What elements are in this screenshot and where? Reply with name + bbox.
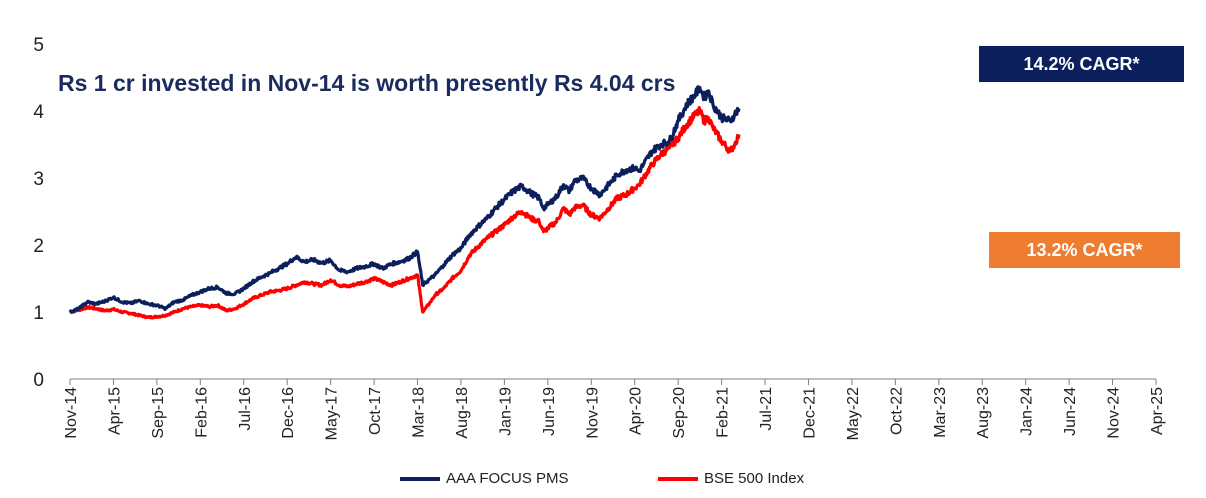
x-tick-label: Mar-18 [411,387,428,438]
x-tick-label: Dec-16 [280,387,297,439]
x-tick-label: Nov-24 [1106,387,1123,439]
x-tick-label: Apr-15 [106,387,123,435]
x-tick-label: Jan-24 [1019,387,1036,436]
y-tick-label: 4 [33,102,44,123]
x-tick-label: Apr-25 [1149,387,1166,435]
x-tick-label: May-22 [845,387,862,440]
x-tick-label: Feb-16 [193,387,210,438]
y-tick-label: 5 [33,35,44,56]
focus-cagr-badge: 14.2% CAGR* [979,46,1184,82]
x-tick-label: Mar-23 [932,387,949,438]
x-tick-label: Dec-21 [801,387,818,439]
series-line-aaa-focus-pms [68,85,741,314]
series-line-bse-500-index [69,106,741,320]
x-tick-label: Nov-19 [584,387,601,439]
x-tick-label: Jun-24 [1062,387,1079,436]
x-tick-label: Nov-14 [63,387,80,439]
y-tick-label: 0 [33,370,44,391]
legend-swatch-bse [658,476,698,481]
chart-subtitle: Rs 1 cr invested in Nov-14 is worth pres… [58,70,676,96]
y-tick-label: 3 [33,169,44,190]
x-tick-label: Aug-23 [975,387,992,439]
legend: AAA FOCUS PMS BSE 500 Index [0,470,1206,490]
x-tick-label: Jul-21 [758,387,775,431]
x-tick-label: Aug-18 [454,387,471,439]
legend-label-focus: AAA FOCUS PMS [446,470,569,487]
x-tick-label: Oct-22 [888,387,905,435]
legend-item-focus: AAA FOCUS PMS [400,470,569,487]
x-tick-label: Sep-15 [150,387,167,439]
y-tick-label: 1 [33,303,44,324]
x-tick-label: Oct-17 [367,387,384,435]
y-tick-label: 2 [33,236,44,257]
x-tick-label: Jul-16 [237,387,254,431]
legend-label-bse: BSE 500 Index [704,470,805,487]
x-tick-label: Jun-19 [541,387,558,436]
x-tick-label: Apr-20 [628,387,645,435]
x-tick-label: Sep-20 [671,387,688,439]
x-tick-label: May-17 [324,387,341,440]
legend-swatch-focus [400,476,440,481]
legend-item-bse: BSE 500 Index [658,470,804,487]
x-tick-label: Jan-19 [497,387,514,436]
x-tick-label: Feb-21 [715,387,732,438]
bse-cagr-badge: 13.2% CAGR* [989,232,1180,268]
